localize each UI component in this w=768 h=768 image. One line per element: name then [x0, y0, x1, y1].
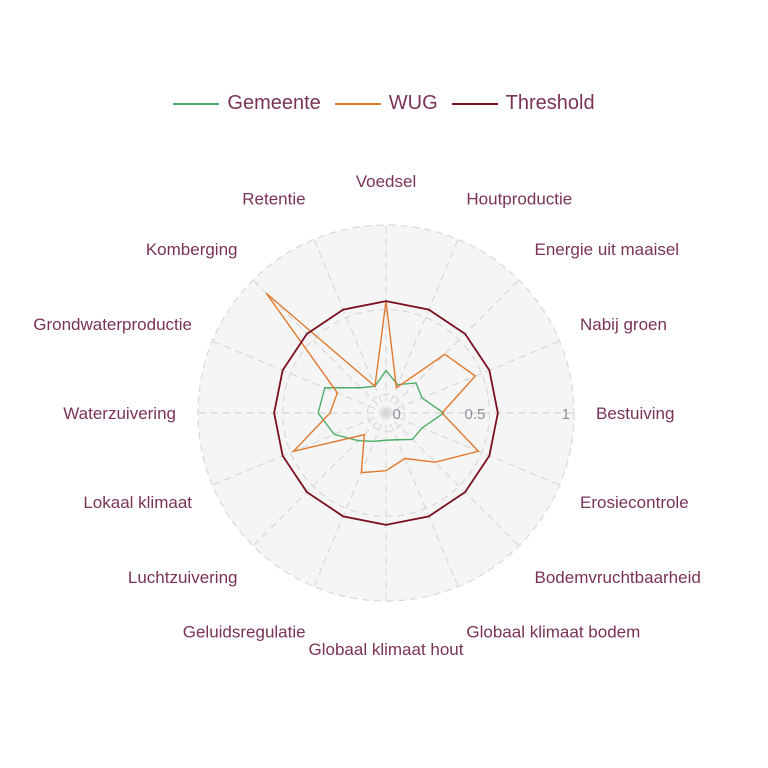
spoke-komberging	[252, 279, 387, 414]
legend-item-gemeente[interactable]: Gemeente	[173, 92, 321, 115]
spoke-nabij-groen	[385, 340, 560, 414]
spoke-lokaal-klimaat	[212, 412, 387, 486]
series-layer	[265, 292, 499, 526]
axis-label-globaal-klimaat-bodem: Globaal klimaat bodem	[466, 622, 640, 641]
series-gemeente	[317, 369, 445, 443]
legend-item-wug[interactable]: WUG	[334, 92, 438, 115]
axis-label-grondwaterproductie: Grondwaterproductie	[33, 315, 192, 334]
axis-label-geluidsregulatie: Geluidsregulatie	[183, 622, 306, 641]
spoke-bodemvruchtbaarheid	[385, 412, 520, 547]
axis-label-voedsel: Voedsel	[356, 172, 417, 191]
tick-label-1: 0.5	[465, 406, 486, 423]
axis-label-energie-uit-maaisel: Energie uit maaisel	[535, 240, 680, 259]
grid-circle-1	[282, 309, 491, 518]
axis-label-luchtzuivering: Luchtzuivering	[128, 568, 238, 587]
legend-swatch-threshold	[451, 102, 498, 105]
legend-item-threshold[interactable]: Threshold	[451, 92, 595, 115]
axis-label-retentie: Retentie	[242, 190, 305, 209]
grid-layer	[197, 224, 575, 602]
label-layer: 0 0.5 1 Voedsel Houtproductie Energie uit maa…	[33, 172, 701, 659]
axis-label-houtproductie: Houtproductie	[466, 190, 572, 209]
legend: Gemeente WUG Threshold	[0, 92, 768, 115]
spoke-globaal-klimaat-bodem	[385, 412, 459, 587]
grid-circle-2	[197, 224, 575, 602]
axis-label-globaal-klimaat-hout: Globaal klimaat hout	[309, 640, 464, 659]
spoke-luchtzuivering	[252, 412, 387, 547]
legend-label-wug: WUG	[388, 92, 438, 114]
series-wug	[265, 292, 480, 474]
spoke-houtproductie	[385, 239, 459, 414]
axis-label-komberging: Komberging	[146, 240, 238, 259]
spoke-grondwaterproductie	[212, 340, 387, 414]
legend-swatch-wug	[334, 102, 381, 105]
axis-label-nabij-groen: Nabij groen	[580, 315, 667, 334]
tick-label-2: 1	[562, 406, 570, 423]
tick-label-0: 0	[392, 406, 400, 423]
spoke-geluidsregulatie	[313, 412, 387, 587]
axis-label-bestuiving: Bestuiving	[596, 404, 674, 423]
legend-label-gemeente: Gemeente	[227, 92, 321, 114]
spoke-energie-uit-maaisel	[385, 279, 520, 414]
axis-label-bodemvruchtbaarheid: Bodemvruchtbaarheid	[535, 568, 701, 587]
spoke-retentie	[313, 239, 387, 414]
legend-label-threshold: Threshold	[505, 92, 595, 114]
series-threshold	[273, 300, 499, 526]
legend-swatch-gemeente	[173, 102, 220, 105]
axis-label-waterzuivering: Waterzuivering	[63, 404, 176, 423]
spoke-erosiecontrole	[385, 412, 560, 486]
axis-label-erosiecontrole: Erosiecontrole	[580, 493, 689, 512]
axis-label-lokaal-klimaat: Lokaal klimaat	[83, 493, 192, 512]
